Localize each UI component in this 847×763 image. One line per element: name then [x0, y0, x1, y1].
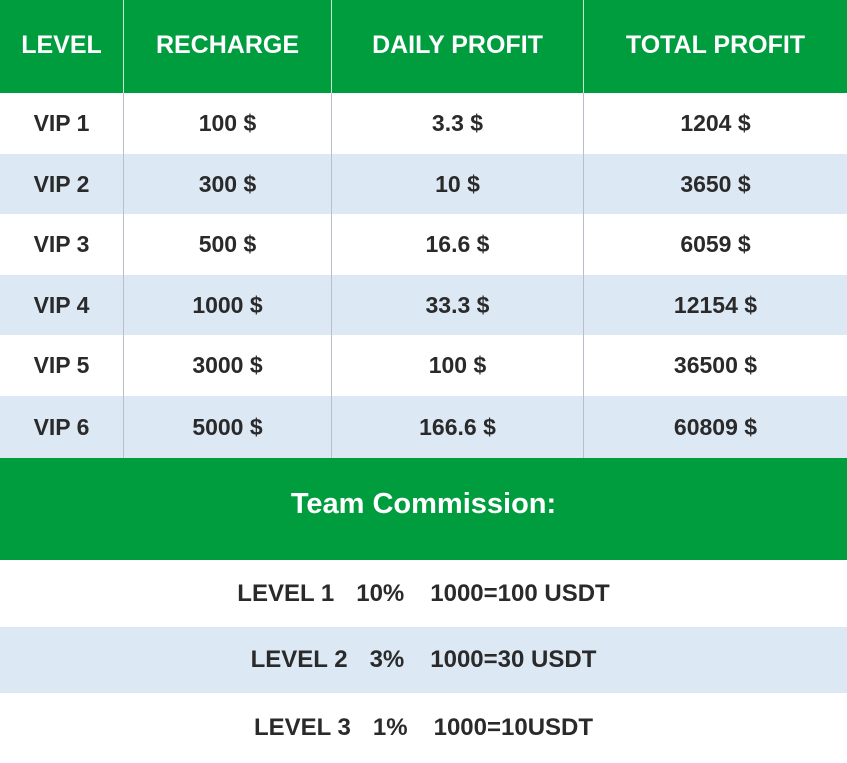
commission-level: LEVEL 3 [253, 714, 351, 741]
total-profit-cell: 6059 $ [583, 214, 847, 275]
header-daily-profit: DAILY PROFIT [331, 0, 583, 93]
table-row: VIP 6 5000 $ 166.6 $ 60809 $ [0, 396, 847, 458]
commission-example: 1000=30 USDT [430, 646, 597, 673]
recharge-cell: 5000 $ [123, 396, 331, 458]
level-cell: VIP 1 [33, 110, 90, 136]
commission-percent: 10% [356, 579, 405, 607]
total-profit-cell: 60809 $ [583, 396, 847, 458]
recharge-cell: 1000 $ [123, 275, 331, 335]
team-commission-title: Team Commission: [290, 487, 557, 520]
commission-row: LEVEL 2 3% 1000=30 USDT [0, 627, 847, 693]
header-total-profit: TOTAL PROFIT [583, 0, 847, 93]
table-row: VIP 1 100 $ 3.3 $ 1204 $ [0, 93, 847, 154]
table-row: VIP 2 300 $ 10 $ 3650 $ [0, 154, 847, 214]
level-cell: VIP 4 [33, 291, 90, 318]
commission-row: LEVEL 3 1% 1000=10USDT [0, 693, 847, 763]
header-level: LEVEL [21, 31, 102, 59]
daily-profit-cell: 33.3 $ [331, 275, 583, 335]
daily-profit-cell: 100 $ [331, 335, 583, 396]
daily-profit-cell: 16.6 $ [331, 214, 583, 275]
table-row: VIP 5 3000 $ 100 $ 36500 $ [0, 335, 847, 396]
vip-table-body: VIP 1 100 $ 3.3 $ 1204 $ VIP 2 300 $ 10 … [0, 93, 847, 458]
level-cell: VIP 2 [33, 170, 90, 197]
table-row: VIP 4 1000 $ 33.3 $ 12154 $ [0, 275, 847, 335]
recharge-cell: 100 $ [123, 93, 331, 154]
recharge-cell: 3000 $ [123, 335, 331, 396]
commission-level: LEVEL 1 [237, 579, 335, 607]
commission-example: 1000=100 USDT [430, 579, 610, 607]
daily-profit-cell: 3.3 $ [331, 93, 583, 154]
table-header: LEVEL RECHARGE DAILY PROFIT TOTAL PROFIT [0, 0, 847, 93]
level-cell: VIP 6 [33, 413, 90, 440]
total-profit-cell: 12154 $ [583, 275, 847, 335]
total-profit-cell: 1204 $ [583, 93, 847, 154]
team-commission-banner: Team Commission: [0, 458, 847, 560]
commission-row: LEVEL 1 10% 1000=100 USDT [0, 560, 847, 627]
commission-example: 1000=10USDT [433, 714, 594, 741]
level-cell: VIP 5 [33, 352, 90, 378]
total-profit-cell: 36500 $ [583, 335, 847, 396]
recharge-cell: 300 $ [123, 154, 331, 214]
commission-list: LEVEL 1 10% 1000=100 USDT LEVEL 2 3% 100… [0, 560, 847, 763]
daily-profit-cell: 166.6 $ [331, 396, 583, 458]
commission-percent: 3% [369, 646, 405, 673]
level-cell: VIP 3 [33, 231, 90, 257]
recharge-cell: 500 $ [123, 214, 331, 275]
daily-profit-cell: 10 $ [331, 154, 583, 214]
commission-level: LEVEL 2 [250, 646, 348, 673]
commission-percent: 1% [372, 714, 408, 741]
total-profit-cell: 3650 $ [583, 154, 847, 214]
header-recharge: RECHARGE [123, 0, 331, 93]
table-row: VIP 3 500 $ 16.6 $ 6059 $ [0, 214, 847, 275]
